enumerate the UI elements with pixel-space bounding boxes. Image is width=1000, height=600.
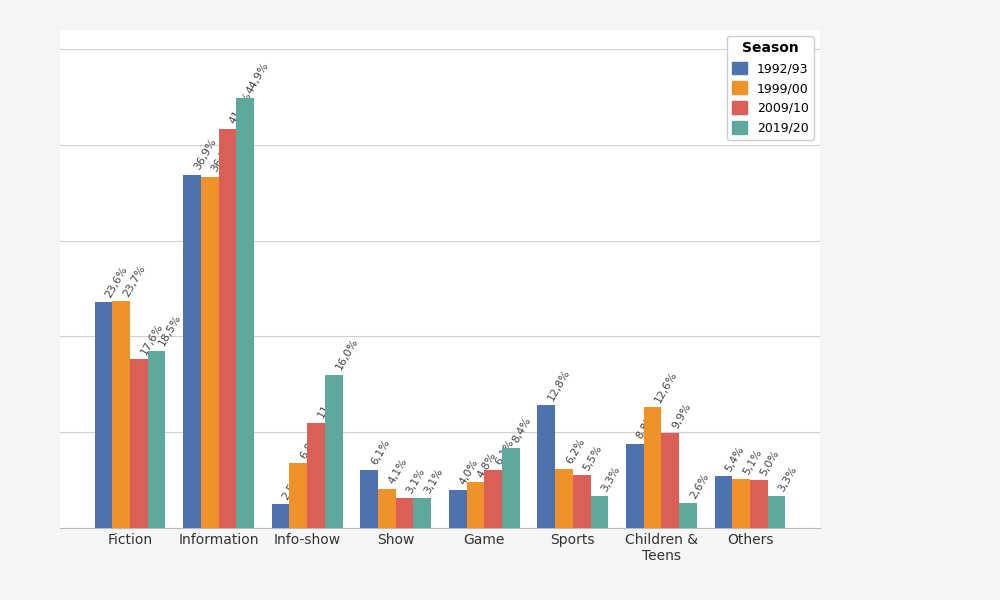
- Text: 5,1%: 5,1%: [741, 448, 764, 476]
- Text: 3,3%: 3,3%: [599, 464, 622, 494]
- Text: 6,2%: 6,2%: [564, 437, 586, 466]
- Text: 5,0%: 5,0%: [759, 448, 781, 477]
- Bar: [626, 444, 644, 528]
- Text: 6,1%: 6,1%: [369, 438, 392, 467]
- Bar: [307, 422, 325, 528]
- Bar: [449, 490, 467, 528]
- Bar: [378, 489, 396, 528]
- Text: 4,1%: 4,1%: [387, 457, 409, 486]
- Bar: [467, 482, 484, 528]
- Text: 3,1%: 3,1%: [422, 467, 445, 496]
- Bar: [502, 448, 520, 528]
- Text: 6,8%: 6,8%: [298, 431, 321, 460]
- Text: 12,6%: 12,6%: [653, 370, 678, 404]
- Bar: [555, 469, 573, 528]
- Text: 44,9%: 44,9%: [245, 60, 271, 95]
- Bar: [768, 496, 785, 528]
- Bar: [148, 351, 165, 528]
- Text: 11,0%: 11,0%: [316, 385, 342, 420]
- Bar: [573, 475, 591, 528]
- Text: 8,4%: 8,4%: [511, 416, 533, 445]
- Bar: [183, 175, 201, 528]
- Text: 5,5%: 5,5%: [582, 443, 604, 472]
- Bar: [591, 496, 608, 528]
- Bar: [130, 359, 148, 528]
- Bar: [715, 476, 732, 528]
- Bar: [750, 480, 768, 528]
- Text: 18,5%: 18,5%: [157, 313, 182, 348]
- Text: 4,0%: 4,0%: [458, 458, 480, 487]
- Bar: [112, 301, 130, 528]
- Bar: [484, 470, 502, 528]
- Text: 12,8%: 12,8%: [546, 368, 572, 403]
- Bar: [679, 503, 697, 528]
- Bar: [219, 128, 236, 528]
- Text: 3,1%: 3,1%: [405, 467, 427, 496]
- Text: 36,7%: 36,7%: [210, 139, 236, 173]
- Text: 23,6%: 23,6%: [103, 264, 129, 299]
- Bar: [95, 302, 112, 528]
- Text: 3,3%: 3,3%: [777, 464, 799, 494]
- Bar: [236, 98, 254, 528]
- Text: 8,8%: 8,8%: [635, 412, 657, 441]
- Bar: [413, 499, 431, 528]
- Text: 41,7%: 41,7%: [227, 91, 253, 126]
- Text: 16,0%: 16,0%: [334, 337, 360, 372]
- Text: 6,1%: 6,1%: [493, 438, 516, 467]
- Text: 36,9%: 36,9%: [192, 137, 218, 172]
- Text: 5,4%: 5,4%: [723, 445, 746, 473]
- Text: 9,9%: 9,9%: [670, 401, 693, 430]
- Bar: [396, 499, 413, 528]
- Bar: [644, 407, 661, 528]
- Bar: [360, 470, 378, 528]
- Bar: [325, 375, 343, 528]
- Text: 17,6%: 17,6%: [139, 322, 165, 356]
- Text: 4,8%: 4,8%: [475, 450, 498, 479]
- Bar: [661, 433, 679, 528]
- Bar: [537, 406, 555, 528]
- Bar: [732, 479, 750, 528]
- Text: 2,5%: 2,5%: [281, 472, 303, 501]
- Bar: [289, 463, 307, 528]
- Text: 23,7%: 23,7%: [121, 263, 147, 298]
- Bar: [272, 504, 289, 528]
- Text: 2,6%: 2,6%: [688, 472, 710, 500]
- Legend: 1992/93, 1999/00, 2009/10, 2019/20: 1992/93, 1999/00, 2009/10, 2019/20: [727, 36, 814, 140]
- Bar: [201, 176, 219, 528]
